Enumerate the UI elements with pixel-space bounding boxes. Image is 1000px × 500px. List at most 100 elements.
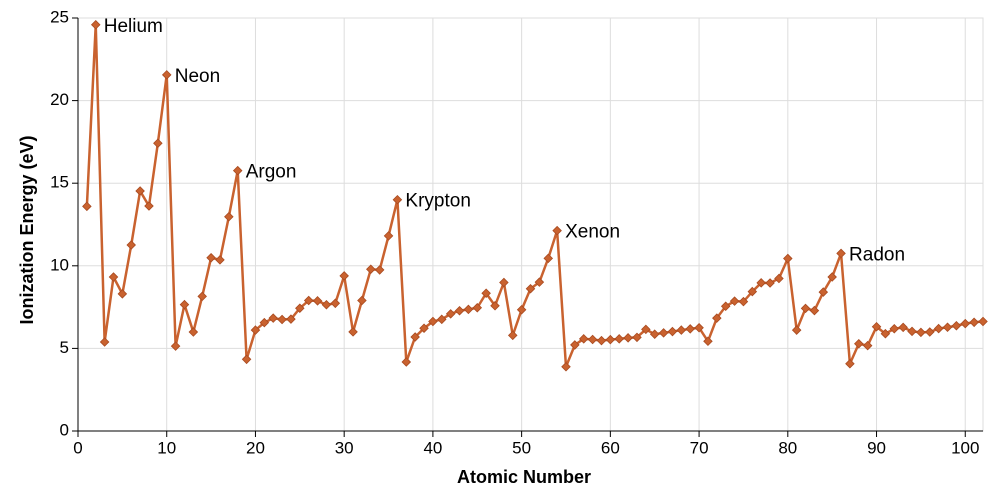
marker bbox=[224, 211, 234, 222]
x-tick-label: 0 bbox=[73, 438, 82, 457]
marker bbox=[330, 298, 341, 309]
marker bbox=[827, 272, 837, 282]
marker bbox=[295, 303, 305, 314]
marker bbox=[374, 265, 385, 275]
marker bbox=[924, 327, 935, 337]
annotation: Neon bbox=[175, 66, 220, 87]
marker bbox=[854, 339, 864, 349]
marker bbox=[729, 296, 740, 306]
y-tick-label: 10 bbox=[50, 255, 69, 274]
marker bbox=[570, 340, 580, 350]
marker bbox=[765, 278, 775, 288]
marker bbox=[135, 186, 145, 196]
marker bbox=[783, 253, 793, 264]
marker bbox=[286, 314, 296, 324]
marker bbox=[161, 70, 172, 80]
x-axis-label: Atomic Number bbox=[457, 467, 591, 487]
marker bbox=[339, 271, 349, 281]
marker bbox=[90, 20, 101, 30]
annotation: Radon bbox=[849, 244, 905, 265]
marker bbox=[419, 323, 429, 334]
marker bbox=[383, 231, 394, 241]
marker bbox=[516, 304, 527, 315]
y-axis-label: Ionization Energy (eV) bbox=[17, 135, 37, 324]
marker bbox=[401, 357, 412, 367]
y-tick-label: 15 bbox=[50, 173, 69, 192]
x-tick-label: 60 bbox=[601, 438, 620, 457]
marker bbox=[206, 252, 216, 263]
marker bbox=[712, 313, 722, 323]
marker bbox=[268, 313, 278, 323]
marker bbox=[126, 240, 137, 250]
marker bbox=[250, 325, 261, 335]
marker bbox=[667, 326, 678, 337]
marker bbox=[82, 201, 92, 212]
marker bbox=[862, 340, 873, 351]
marker bbox=[933, 323, 944, 334]
marker bbox=[259, 317, 270, 328]
marker bbox=[578, 334, 589, 344]
marker bbox=[641, 324, 651, 335]
marker bbox=[232, 165, 243, 176]
marker bbox=[153, 138, 163, 148]
marker bbox=[907, 326, 917, 337]
marker bbox=[880, 328, 891, 339]
marker bbox=[676, 325, 687, 335]
marker bbox=[703, 336, 713, 347]
marker bbox=[818, 287, 829, 297]
marker bbox=[649, 329, 660, 339]
annotation: Xenon bbox=[565, 222, 620, 243]
marker bbox=[197, 291, 207, 302]
marker bbox=[241, 354, 252, 365]
marker bbox=[445, 309, 456, 319]
x-tick-label: 100 bbox=[951, 438, 979, 457]
x-tick-label: 50 bbox=[512, 438, 531, 457]
marker bbox=[428, 316, 438, 327]
marker bbox=[392, 194, 403, 205]
marker bbox=[605, 334, 616, 345]
marker bbox=[845, 358, 855, 369]
marker bbox=[499, 277, 509, 288]
marker bbox=[756, 278, 766, 288]
marker bbox=[960, 318, 971, 329]
marker bbox=[836, 248, 846, 259]
marker bbox=[437, 314, 447, 325]
marker bbox=[321, 300, 332, 310]
marker bbox=[916, 327, 926, 338]
marker bbox=[694, 322, 704, 333]
marker bbox=[791, 325, 802, 335]
x-tick-label: 90 bbox=[867, 438, 886, 457]
marker bbox=[978, 316, 988, 327]
marker bbox=[561, 361, 571, 372]
marker bbox=[472, 302, 483, 313]
marker bbox=[534, 277, 545, 287]
marker bbox=[454, 305, 465, 316]
marker bbox=[463, 304, 474, 315]
x-tick-label: 10 bbox=[157, 438, 176, 457]
marker bbox=[179, 299, 190, 310]
x-tick-label: 70 bbox=[690, 438, 709, 457]
marker bbox=[144, 201, 154, 211]
marker bbox=[366, 264, 376, 275]
marker bbox=[507, 330, 518, 341]
marker bbox=[587, 334, 598, 345]
marker bbox=[525, 283, 536, 294]
marker bbox=[720, 301, 731, 312]
x-tick-label: 80 bbox=[778, 438, 797, 457]
annotation: Argon bbox=[246, 162, 297, 183]
y-tick-label: 20 bbox=[50, 90, 69, 109]
marker bbox=[215, 255, 225, 265]
x-tick-label: 40 bbox=[423, 438, 442, 457]
marker bbox=[596, 335, 607, 346]
marker bbox=[738, 296, 749, 307]
marker bbox=[889, 323, 900, 334]
marker bbox=[969, 317, 979, 328]
marker bbox=[410, 332, 420, 342]
marker bbox=[951, 321, 962, 331]
annotation: Helium bbox=[104, 16, 163, 37]
marker bbox=[685, 324, 695, 334]
marker bbox=[348, 327, 358, 337]
y-tick-label: 25 bbox=[50, 7, 69, 26]
series-line bbox=[85, 24, 984, 368]
